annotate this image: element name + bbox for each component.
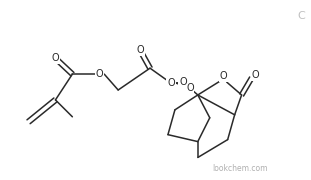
Text: O: O	[252, 70, 259, 80]
Text: O: O	[220, 71, 228, 81]
Text: C: C	[297, 11, 305, 21]
Text: O: O	[179, 77, 187, 87]
Text: O: O	[52, 53, 59, 63]
Text: lookchem.com: lookchem.com	[212, 164, 267, 173]
Text: O: O	[136, 45, 144, 55]
Text: O: O	[186, 83, 194, 93]
Text: O: O	[167, 78, 175, 88]
Text: O: O	[95, 69, 103, 79]
